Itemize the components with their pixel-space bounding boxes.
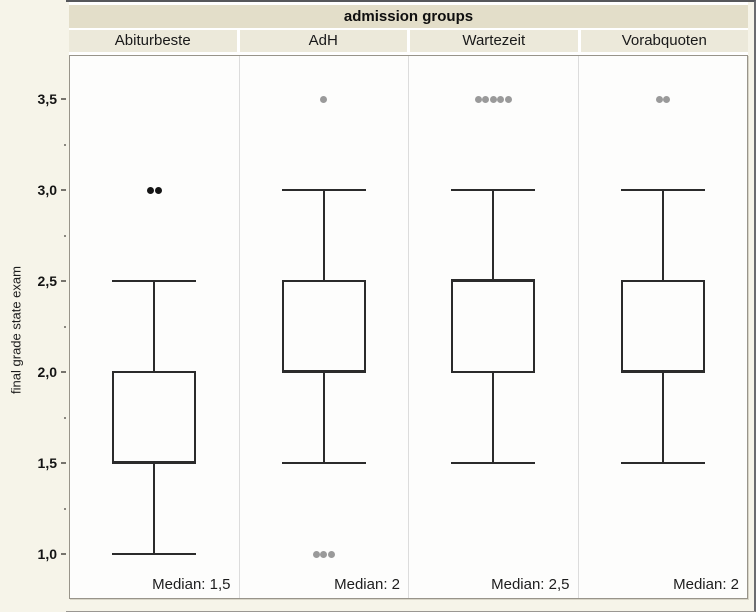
median-annotation: Median: 2: [334, 576, 400, 593]
median-annotation: Median: 1,5: [152, 576, 231, 593]
group-header-adh[interactable]: AdH: [239, 30, 407, 52]
outlier-point[interactable]: [482, 96, 490, 103]
header-gap: [69, 28, 748, 30]
y-major-tick: [61, 280, 68, 282]
y-axis-gutter: final grade state exam 3,5 3,0 2,5 2,0 1,5 1,…: [0, 0, 68, 612]
y-major-tick: [61, 462, 68, 464]
group-header-wartezeit[interactable]: Wartezeit: [410, 30, 578, 52]
median-line: [620, 370, 705, 373]
outlier-point[interactable]: [474, 96, 482, 103]
upper-whisker-cap: [112, 280, 197, 282]
y-tick-label: 3,5: [37, 91, 57, 107]
y-tick-label: 3,0: [37, 182, 57, 198]
outlier-point[interactable]: [655, 96, 663, 103]
iqr-box[interactable]: [281, 280, 366, 373]
outlier-point[interactable]: [489, 96, 497, 103]
upper-whisker-cap: [620, 189, 705, 191]
lower-whisker-cap: [112, 553, 197, 555]
iqr-box[interactable]: [451, 280, 536, 373]
y-tick-label: 2,5: [37, 273, 57, 289]
outlier-point[interactable]: [497, 96, 505, 103]
y-tick-label: 1,0: [37, 546, 57, 562]
median-line: [112, 461, 197, 464]
median-line: [451, 279, 536, 282]
outlier-point[interactable]: [312, 551, 320, 558]
outlier-point[interactable]: [320, 551, 328, 558]
outlier-point[interactable]: [504, 96, 512, 103]
lower-whisker-cap: [281, 462, 366, 464]
iqr-box[interactable]: [620, 280, 705, 373]
lower-whisker-cap: [451, 462, 536, 464]
group-header-abiturbeste[interactable]: Abiturbeste: [69, 30, 237, 52]
group-header-row: Abiturbeste AdH Wartezeit Vorabquoten: [69, 30, 748, 52]
outlier-point[interactable]: [154, 187, 162, 194]
y-major-tick: [61, 189, 68, 191]
group-header-vorabquoten[interactable]: Vorabquoten: [580, 30, 748, 52]
outlier-point[interactable]: [663, 96, 670, 103]
upper-whisker-cap: [451, 189, 536, 191]
boxplot-panel-wartezeit[interactable]: Median: 2,5: [408, 56, 578, 598]
median-annotation: Median: 2,5: [491, 576, 570, 593]
y-major-tick: [61, 371, 68, 373]
outlier-point[interactable]: [320, 96, 328, 103]
median-annotation: Median: 2: [673, 576, 739, 593]
iqr-box[interactable]: [112, 371, 197, 464]
header-band: admission groups Abiturbeste AdH Warteze…: [69, 2, 748, 55]
chart-frame: admission groups Abiturbeste AdH Warteze…: [66, 0, 756, 612]
lower-whisker-cap: [620, 462, 705, 464]
y-tick-label: 2,0: [37, 364, 57, 380]
boxplot-panel-vorabquoten[interactable]: Median: 2: [577, 56, 748, 598]
median-line: [281, 370, 366, 373]
outlier-point[interactable]: [327, 551, 335, 558]
y-major-tick: [61, 98, 68, 100]
boxplot-panel-adh[interactable]: Median: 2: [238, 56, 409, 598]
chart-title: admission groups: [69, 5, 748, 28]
y-tick-label: 1,5: [37, 455, 57, 471]
y-major-tick: [61, 553, 68, 555]
upper-whisker-cap: [281, 189, 366, 191]
plot-area: Median: 1,5 Median: 2 Median: 2,5 Median…: [69, 55, 748, 599]
boxplot-panel-abiturbeste[interactable]: Median: 1,5: [70, 56, 239, 598]
outlier-point[interactable]: [147, 187, 154, 194]
